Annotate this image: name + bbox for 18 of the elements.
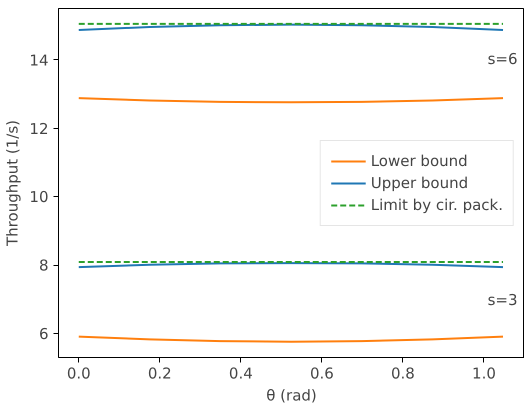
x-tick-label: 0.6 bbox=[310, 364, 334, 382]
x-axis-title: θ (rad) bbox=[266, 386, 317, 404]
legend-label: Lower bound bbox=[370, 152, 468, 170]
x-tick-label: 0.4 bbox=[228, 364, 253, 382]
y-tick-label: 14 bbox=[29, 51, 49, 70]
y-axis-title: Throughput (1/s) bbox=[3, 120, 22, 248]
y-tick-label: 8 bbox=[38, 256, 49, 275]
y-tick-label: 12 bbox=[29, 120, 49, 138]
x-tick-label: 1.0 bbox=[472, 364, 496, 382]
annotation: s=3 bbox=[488, 290, 518, 309]
y-tick-label: 6 bbox=[38, 325, 49, 344]
legend-label: Limit by cir. pack. bbox=[370, 196, 503, 214]
annotation: s=6 bbox=[488, 50, 518, 68]
x-tick-label: 0.8 bbox=[391, 364, 415, 382]
y-tick-label: 10 bbox=[29, 188, 49, 206]
legend-label: Upper bound bbox=[370, 174, 468, 192]
x-tick-label: 0.0 bbox=[66, 364, 91, 382]
x-tick-label: 0.2 bbox=[148, 364, 172, 382]
